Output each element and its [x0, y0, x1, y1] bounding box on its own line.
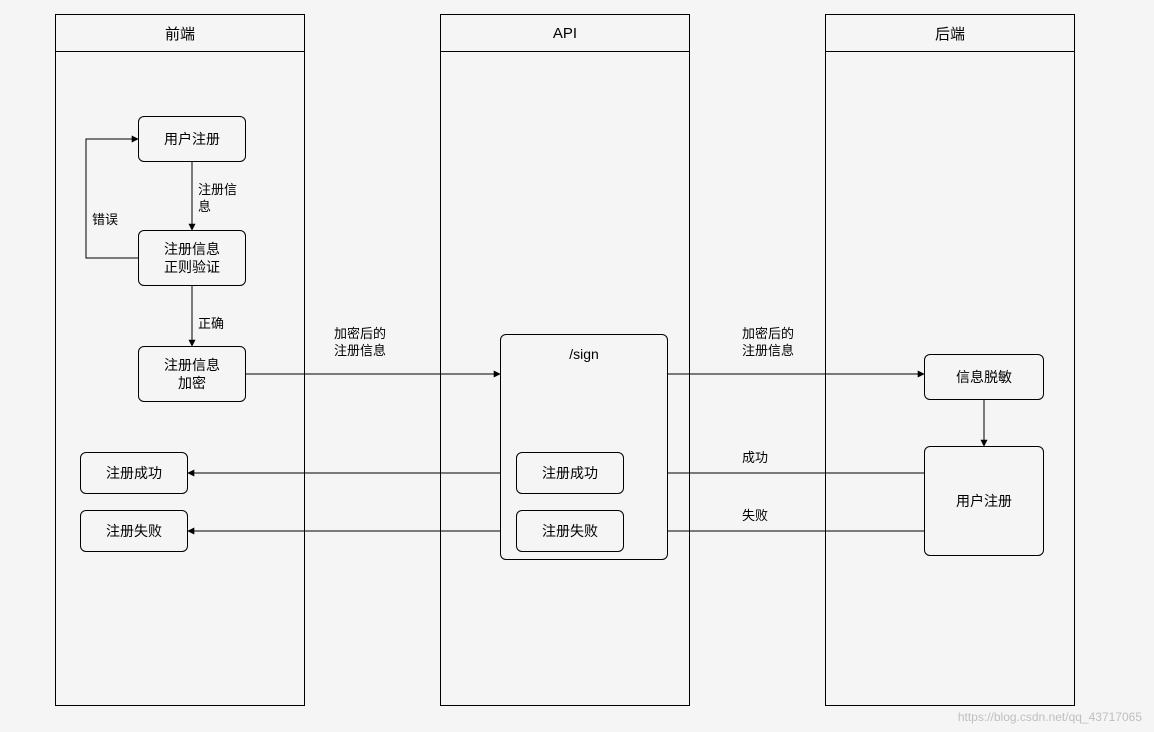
edge-label: 失败: [742, 508, 768, 525]
swimlane-header: 前端: [56, 15, 304, 52]
edge-label: 注册信 息: [198, 182, 237, 216]
swimlane-header: 后端: [826, 15, 1074, 52]
node-fe-fail: 注册失败: [80, 510, 188, 552]
node-fe-regex-validate: 注册信息 正则验证: [138, 230, 246, 286]
edge-label: 加密后的 注册信息: [742, 326, 794, 360]
node-fe-user-register: 用户注册: [138, 116, 246, 162]
watermark: https://blog.csdn.net/qq_43717065: [958, 710, 1142, 724]
node-fe-encrypt: 注册信息 加密: [138, 346, 246, 402]
node-api-fail: 注册失败: [516, 510, 624, 552]
edge-label: 成功: [742, 450, 768, 467]
diagram-canvas: https://blog.csdn.net/qq_43717065 前端 API 后…: [0, 0, 1154, 732]
edge-label: 错误: [92, 212, 118, 229]
edge-label: 加密后的 注册信息: [334, 326, 386, 360]
edge-label: 正确: [198, 316, 224, 333]
swimlane-header: API: [441, 15, 689, 52]
node-be-desensitize: 信息脱敏: [924, 354, 1044, 400]
node-fe-success: 注册成功: [80, 452, 188, 494]
node-be-register: 用户注册: [924, 446, 1044, 556]
node-api-success: 注册成功: [516, 452, 624, 494]
